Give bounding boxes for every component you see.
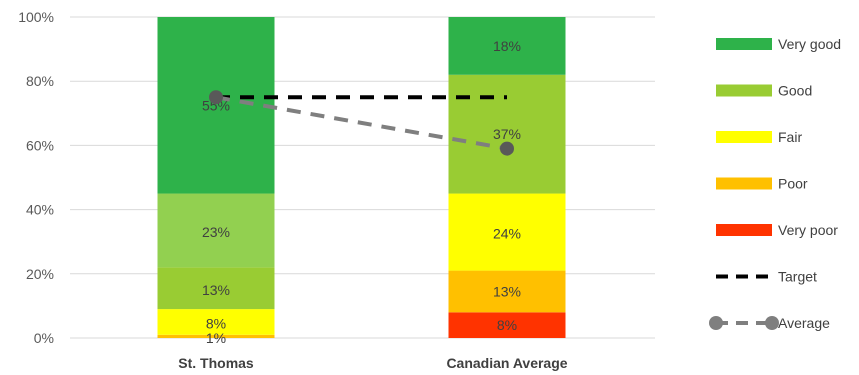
legend-label: Very poor [778, 222, 838, 238]
bar-segment [448, 17, 566, 75]
legend-marker [709, 316, 723, 330]
legend-label: Target [778, 269, 817, 285]
legend-label: Poor [778, 176, 808, 192]
y-tick-label: 0% [34, 330, 54, 346]
bar-segment [448, 312, 566, 338]
y-tick-label: 100% [18, 9, 54, 25]
bar-segment [448, 270, 566, 313]
average-line [215, 95, 508, 151]
y-tick-label: 60% [26, 137, 54, 153]
legend-swatch [716, 131, 772, 143]
legend-swatch [716, 177, 772, 190]
x-category-label: Canadian Average [446, 355, 567, 371]
data-label: 23% [202, 224, 230, 240]
bar-segment [448, 193, 566, 271]
legend-label: Average [778, 315, 830, 331]
average-marker [209, 90, 223, 105]
data-label: 24% [493, 226, 521, 242]
data-labels: 1%8%13%23%55%8%13%24%37%18% [202, 38, 521, 346]
legend-swatch [716, 224, 772, 236]
legend-marker [765, 316, 779, 330]
x-category-label: St. Thomas [178, 355, 254, 371]
legend-swatch [716, 38, 772, 50]
data-label: 13% [493, 283, 521, 299]
data-label: 55% [202, 97, 230, 113]
y-axis-ticks: 0% 20% 40% 60% 80% 100% [18, 9, 54, 346]
bar-segment [157, 17, 275, 194]
data-label: 18% [493, 38, 521, 54]
legend-label: Very good [778, 36, 841, 52]
x-axis-categories: St. Thomas Canadian Average [178, 355, 568, 371]
legend: Very good Good Fair Poor Very poor Target Aver… [709, 36, 841, 331]
y-tick-label: 20% [26, 266, 54, 282]
data-label: 8% [497, 317, 517, 333]
bar-segment [157, 267, 275, 310]
data-label: 8% [206, 316, 226, 332]
overlay-lines [209, 90, 514, 156]
bar-segment [157, 334, 275, 338]
bar-segment [157, 193, 275, 268]
bar-segment [448, 74, 566, 194]
legend-label: Fair [778, 129, 802, 145]
legend-swatch [716, 84, 772, 97]
bar-segment [157, 309, 275, 335]
average-marker [500, 141, 514, 156]
legend-label: Good [778, 83, 812, 99]
bars [157, 17, 566, 338]
data-label: 1% [206, 330, 226, 346]
y-tick-label: 40% [26, 202, 54, 218]
y-tick-label: 80% [26, 73, 54, 89]
data-label: 13% [202, 282, 230, 298]
data-label: 37% [493, 126, 521, 142]
